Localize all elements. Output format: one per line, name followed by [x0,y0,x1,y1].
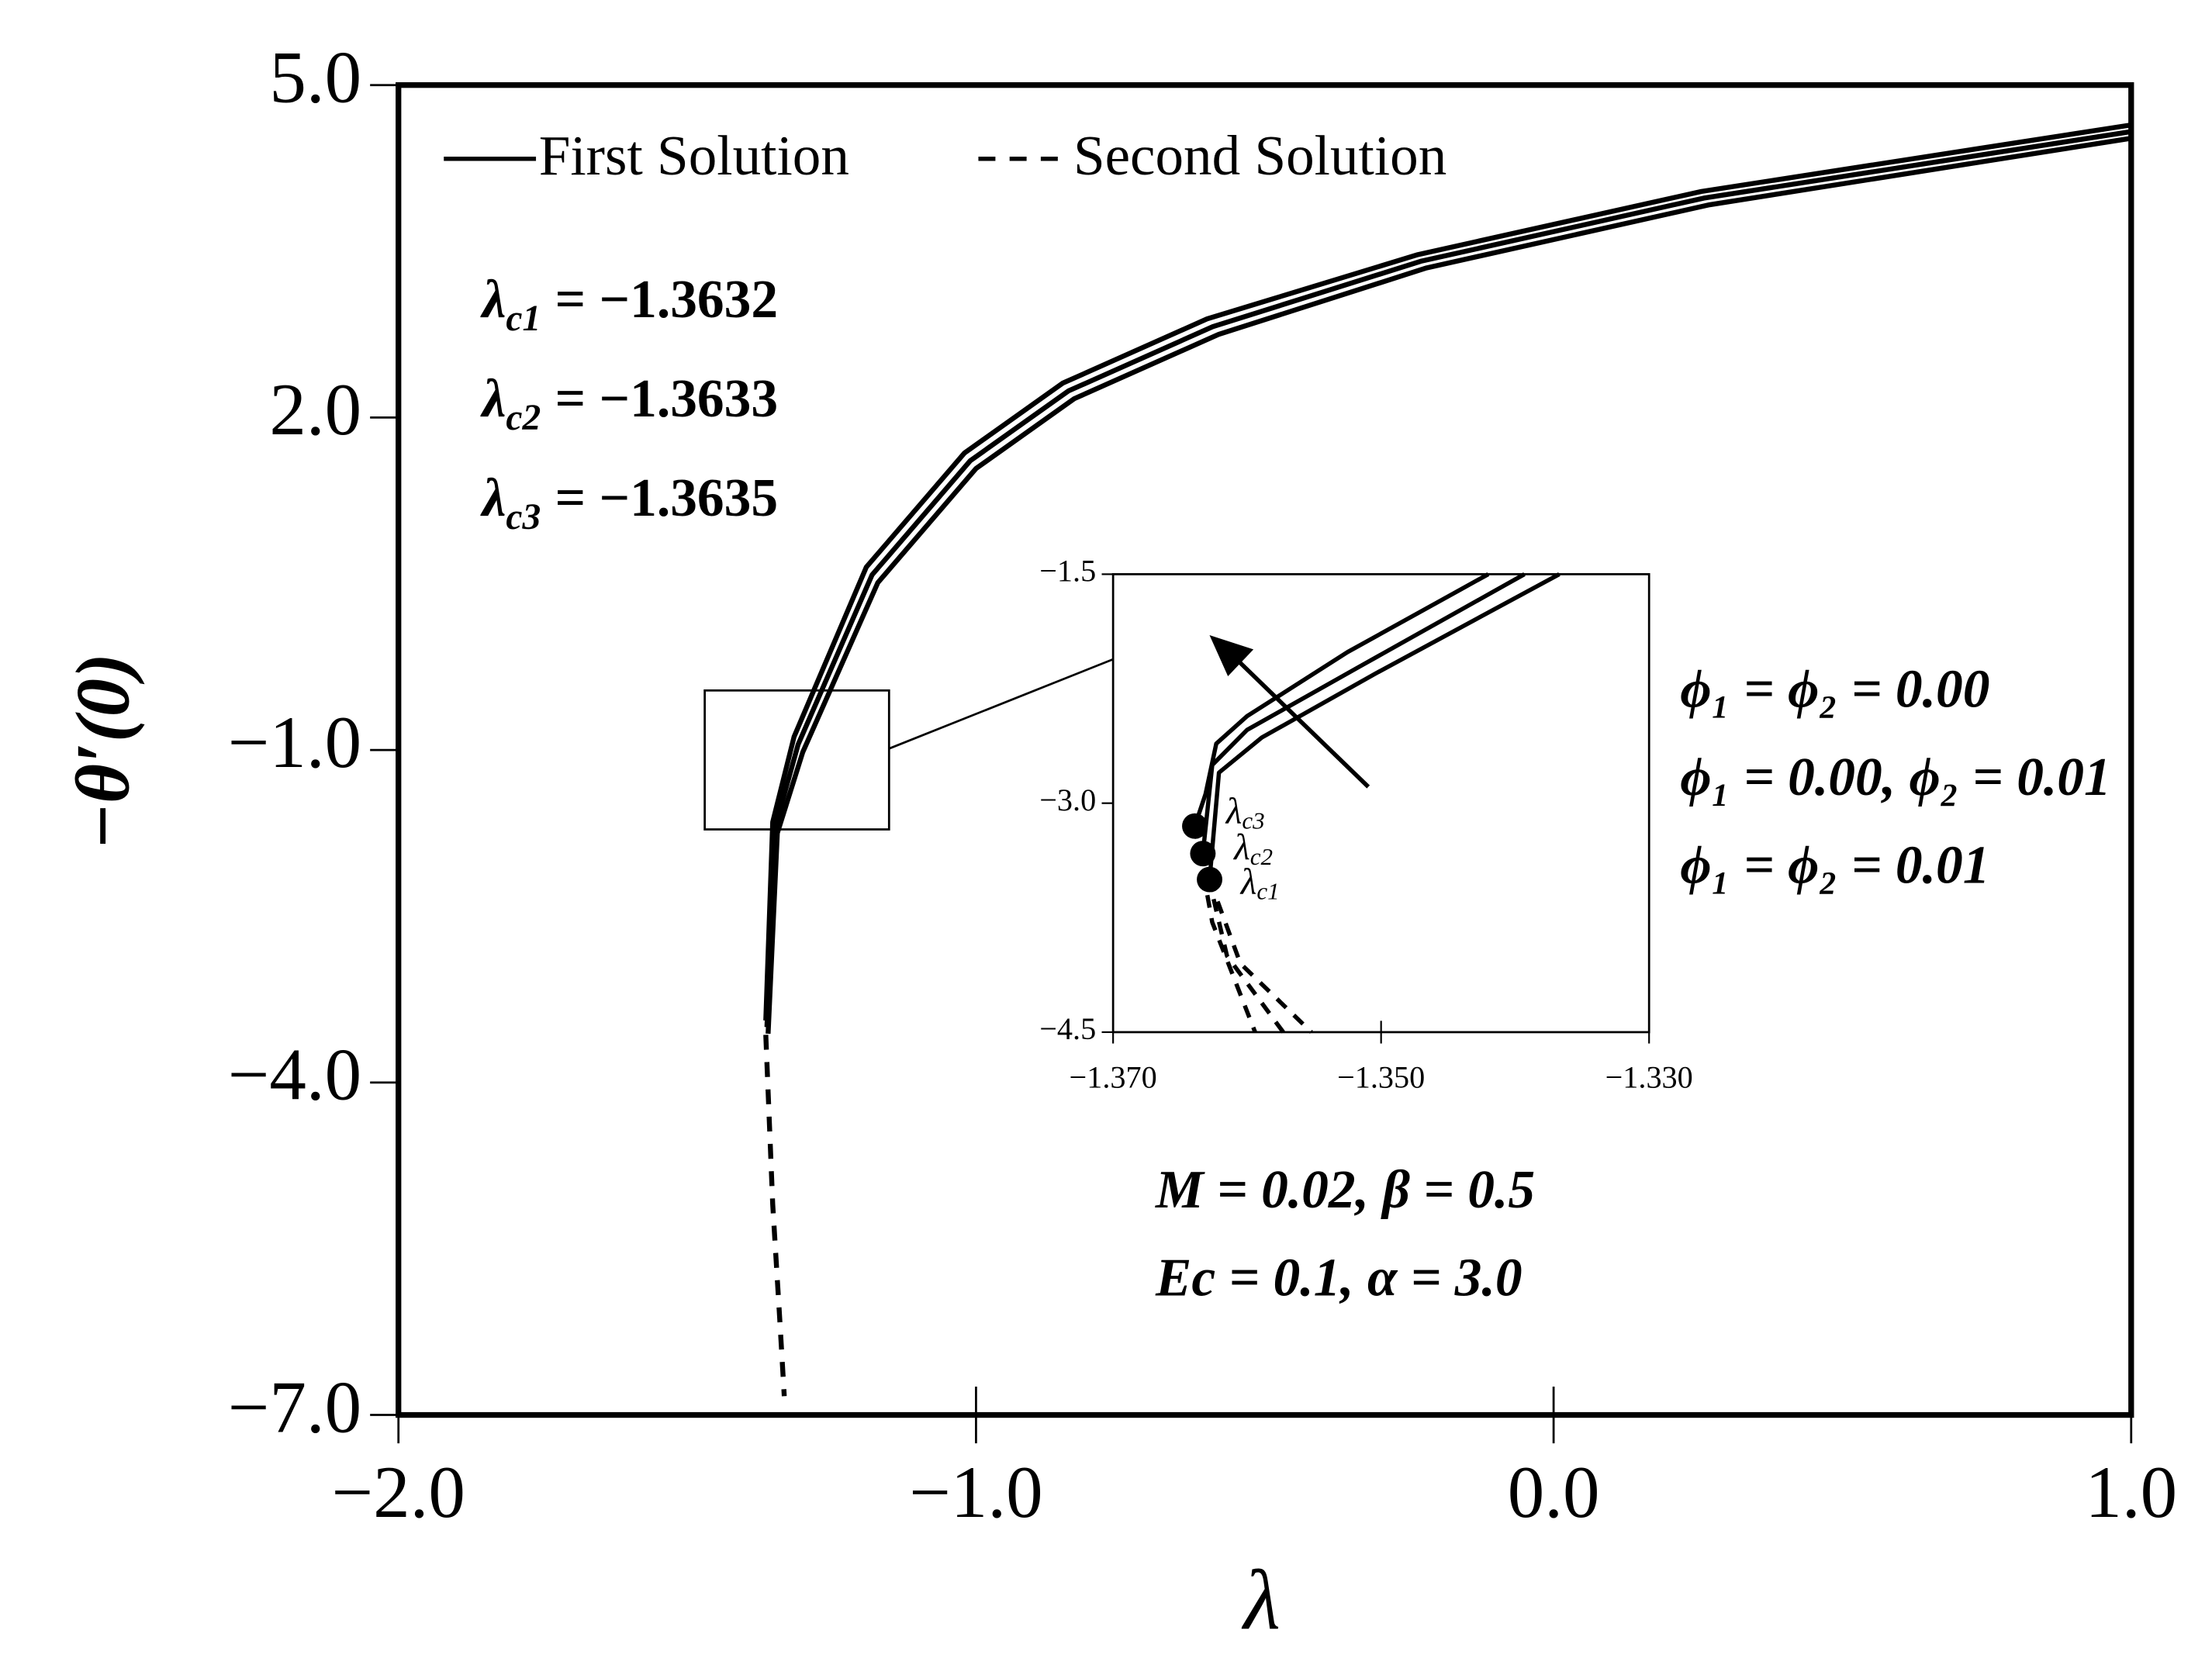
critical-text: = −1.3633 [555,369,779,429]
first-solution-line [763,122,2132,1021]
critical-text: = −1.3635 [555,468,779,528]
critical-symbol: λ [480,369,506,429]
critical-value: λc2 = −1.3633 [480,369,779,438]
parameter-label: M = 0.02, β = 0.5 [1155,1160,1535,1220]
critical-value: λc3 = −1.3635 [480,468,779,537]
y-axis-label: −θ′(0) [60,653,145,850]
critical-point-label: λc3 [1225,791,1265,834]
inset-frame [1111,573,1650,1034]
legend-label: First Solution [539,124,849,187]
x-tick-label: 0.0 [1508,1451,1600,1533]
y-tick-label: −4.5 [1039,1011,1096,1046]
x-tick-label: −2.0 [332,1451,465,1533]
critical-symbol: λ [480,468,506,528]
x-tick-label: −1.330 [1605,1059,1693,1094]
label-subscript: c2 [1250,843,1273,870]
second-solution-line [1207,879,1313,1034]
legend-label: Second Solution [1073,124,1446,187]
arrow-shaft [1232,655,1370,789]
parameter-label: Ec = 0.1, α = 3.0 [1155,1248,1522,1308]
second-solution-line [763,1035,787,1397]
x-tick-label: −1.350 [1337,1059,1425,1094]
critical-point-label: λc1 [1239,862,1280,904]
y-tick-label: −1.0 [228,701,361,783]
x-axis-label: λ [1241,1553,1281,1647]
arrow [1209,635,1370,789]
zoom-box [703,689,890,831]
critical-point [1182,813,1208,839]
critical-value: λc1 = −1.3632 [480,270,779,339]
critical-text: = −1.3632 [555,270,779,330]
critical-point [1197,866,1222,893]
arrow-head [1209,635,1254,677]
critical-subscript: c2 [506,398,541,438]
critical-subscript: c1 [506,299,541,339]
x-tick-label: −1.370 [1070,1059,1157,1094]
first-solution-line [1201,572,1526,854]
first-solution-line [764,129,2132,1028]
phi-label: ϕ₁ = 0.00, ϕ₂ = 0.01 [1680,748,2110,807]
y-tick-label: −1.5 [1039,554,1096,589]
first-solution-line [766,136,2132,1035]
label-symbol: λ [1239,862,1257,902]
x-tick-label: 1.0 [2085,1451,2177,1533]
zoom-connector [888,658,1114,750]
x-tick-label: −1.0 [909,1451,1042,1533]
phi-label: ϕ₁ = ϕ₂ = 0.00 [1680,660,1989,720]
legend: First Solution Second Solution [444,124,1446,187]
critical-point [1190,841,1216,867]
critical-subscript: c3 [506,497,541,537]
y-tick-label: 5.0 [269,36,361,119]
label-subscript: c3 [1242,807,1264,834]
first-solution-line [1207,572,1560,880]
y-tick-label: −4.0 [228,1034,361,1116]
critical-symbol: λ [480,270,506,330]
first-solution-line [1192,572,1490,827]
critical-point-label: λc2 [1232,827,1273,870]
label-subscript: c1 [1256,878,1279,905]
label-symbol: λ [1232,827,1250,868]
y-tick-label: −7.0 [228,1366,361,1448]
y-tick-label: −3.0 [1039,782,1096,817]
phi-label: ϕ₁ = ϕ₂ = 0.01 [1680,835,1989,895]
label-symbol: λ [1225,791,1243,831]
y-tick-label: 2.0 [269,368,361,451]
